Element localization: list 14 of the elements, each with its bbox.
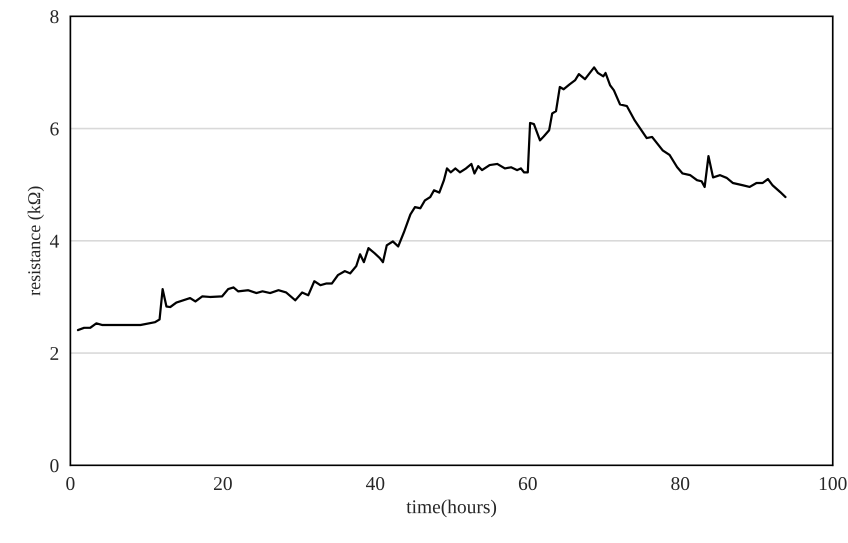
x-tick-label: 60 <box>518 477 537 490</box>
x-tick-label: 40 <box>366 477 384 490</box>
x-tick-label: 100 <box>820 477 847 490</box>
y-axis-title: resistance (kΩ) <box>28 186 44 296</box>
y-tick-label: 2 <box>50 346 58 360</box>
y-tick-label: 8 <box>50 10 59 24</box>
y-tick-label: 0 <box>50 459 59 472</box>
y-tick-label: 6 <box>50 122 59 136</box>
x-axis-title: time(hours) <box>406 500 496 518</box>
y-tick-label: 4 <box>50 234 59 248</box>
x-tick-label: 0 <box>66 477 75 490</box>
line-series <box>76 66 787 332</box>
x-tick-label: 80 <box>671 477 690 490</box>
x-tick-label: 20 <box>214 477 232 490</box>
